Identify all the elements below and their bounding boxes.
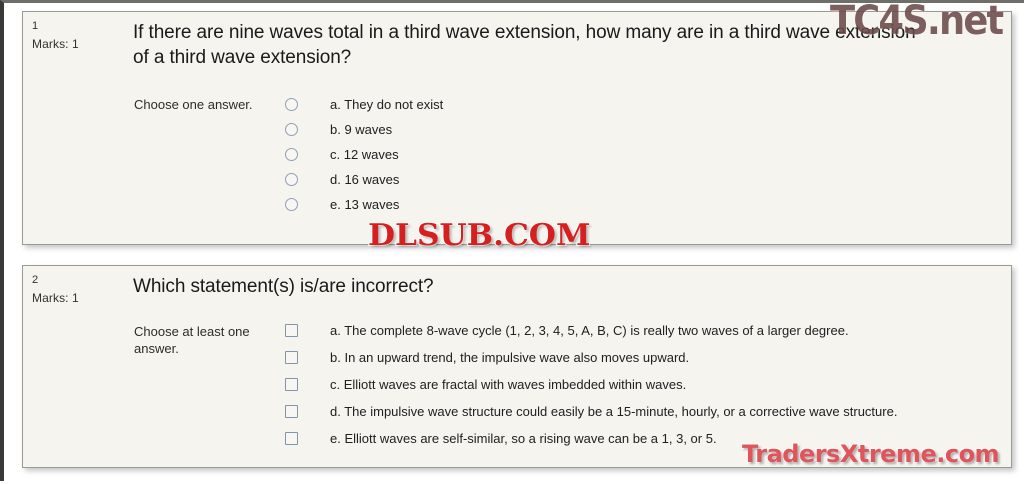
checkbox-icon[interactable] — [285, 405, 298, 418]
checkbox-icon[interactable] — [285, 351, 298, 364]
option-label: d. 16 waves — [330, 172, 400, 187]
question-2-instruction: Choose at least one answer. — [134, 324, 250, 356]
question-1-option-e[interactable]: e. 13 waves — [285, 195, 443, 220]
question-1-option-d[interactable]: d. 16 waves — [285, 170, 443, 195]
checkbox-icon[interactable] — [285, 432, 298, 445]
question-2-answer-list: a. The complete 8-wave cycle (1, 2, 3, 4… — [285, 321, 897, 456]
question-1-option-c[interactable]: c. 12 waves — [285, 145, 443, 170]
question-2-option-b[interactable]: b. In an upward trend, the impulsive wav… — [285, 348, 897, 375]
question-1-answer-list: a. They do not exist b. 9 waves c. 12 wa… — [285, 95, 443, 220]
question-2-option-e[interactable]: e. Elliott waves are self-similar, so a … — [285, 429, 897, 456]
option-label: c. 12 waves — [330, 147, 399, 162]
question-2-meta: 2 Marks: 1 — [32, 273, 128, 306]
question-1-instruction: Choose one answer. — [134, 97, 253, 112]
option-label: b. In an upward trend, the impulsive wav… — [330, 350, 690, 365]
question-1-option-a[interactable]: a. They do not exist — [285, 95, 443, 120]
question-card-1: 1 Marks: 1 If there are nine waves total… — [22, 11, 1012, 245]
option-label: d. The impulsive wave structure could ea… — [330, 404, 898, 419]
question-2-number: 2 — [32, 274, 39, 286]
question-2-stem: Which statement(s) is/are incorrect? — [133, 276, 434, 297]
radio-button-icon[interactable] — [285, 123, 298, 136]
question-1-option-b[interactable]: b. 9 waves — [285, 120, 443, 145]
question-1-marks: Marks: 1 — [32, 37, 79, 51]
radio-button-icon[interactable] — [285, 98, 298, 111]
checkbox-icon[interactable] — [285, 324, 298, 337]
option-label: e. Elliott waves are self-similar, so a … — [330, 431, 717, 446]
question-1-stem: If there are nine waves total in a third… — [133, 22, 916, 68]
option-label: a. They do not exist — [330, 97, 444, 112]
option-label: c. Elliott waves are fractal with waves … — [330, 377, 687, 392]
question-2-marks: Marks: 1 — [32, 291, 79, 305]
radio-button-icon[interactable] — [285, 173, 298, 186]
question-2-option-d[interactable]: d. The impulsive wave structure could ea… — [285, 402, 897, 429]
question-2-option-a[interactable]: a. The complete 8-wave cycle (1, 2, 3, 4… — [285, 321, 897, 348]
option-label: b. 9 waves — [330, 122, 393, 137]
option-label: a. The complete 8-wave cycle (1, 2, 3, 4… — [330, 323, 849, 338]
checkbox-icon[interactable] — [285, 378, 298, 391]
radio-button-icon[interactable] — [285, 148, 298, 161]
question-1-number: 1 — [32, 20, 39, 32]
option-label: e. 13 waves — [330, 197, 400, 212]
question-card-2: 2 Marks: 1 Which statement(s) is/are inc… — [22, 265, 1012, 468]
question-1-meta: 1 Marks: 1 — [32, 19, 128, 52]
radio-button-icon[interactable] — [285, 198, 298, 211]
page-content: 1 Marks: 1 If there are nine waves total… — [8, 6, 1024, 484]
question-2-option-c[interactable]: c. Elliott waves are fractal with waves … — [285, 375, 897, 402]
